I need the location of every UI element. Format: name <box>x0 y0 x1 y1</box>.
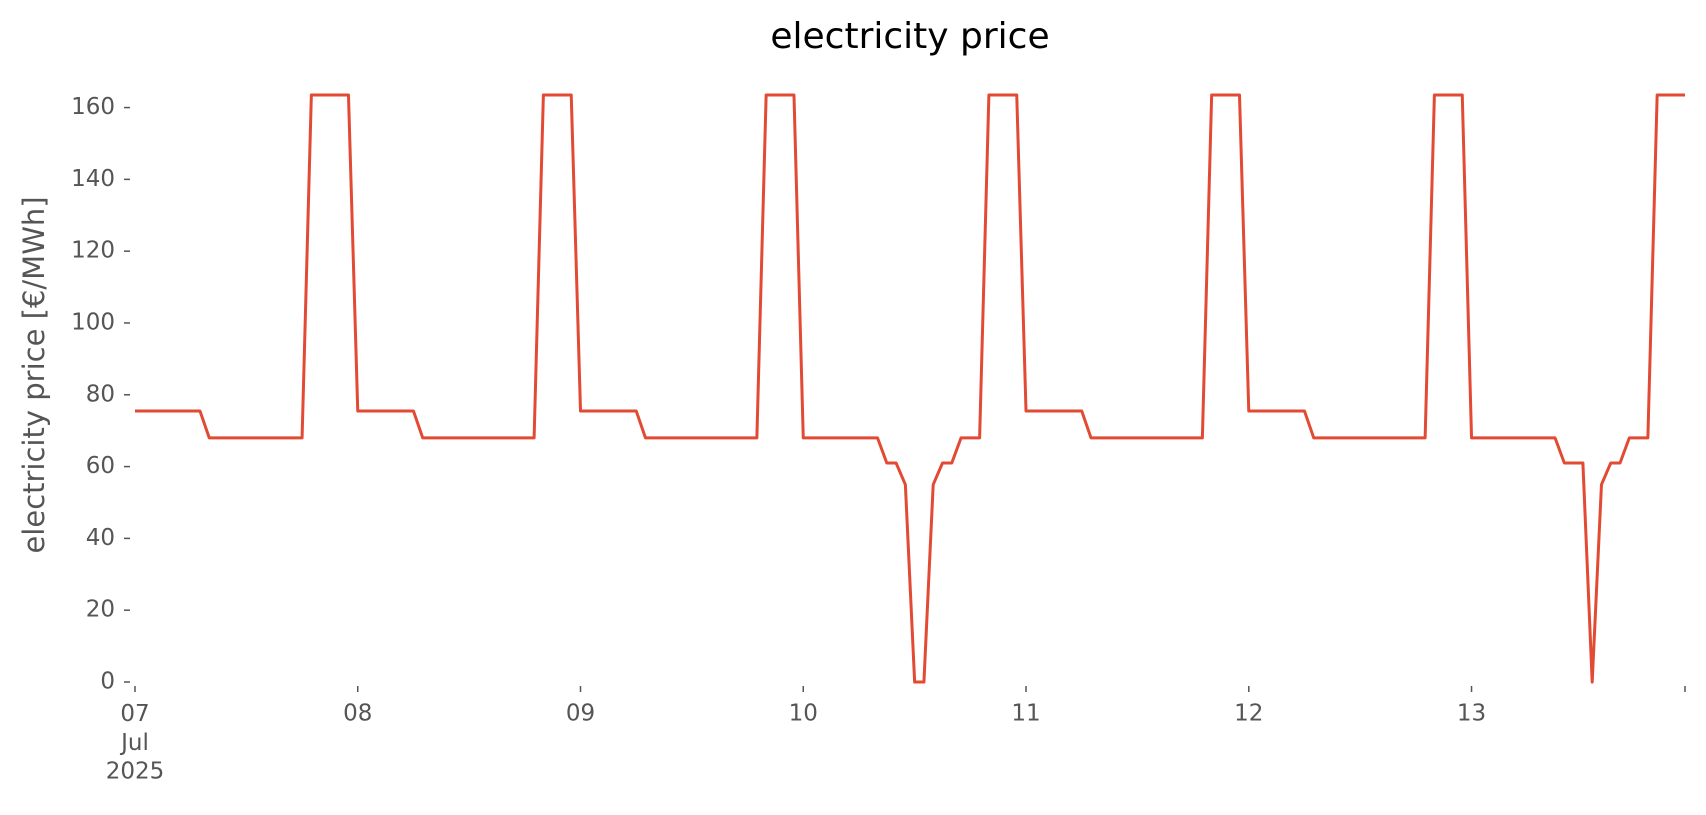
x-tick-label: 09 <box>566 701 595 727</box>
x-tick-label: 08 <box>343 701 372 727</box>
y-axis-label: electricity price [€/MWh] <box>17 196 51 553</box>
x-tick-label: 13 <box>1457 701 1486 727</box>
y-tick-label: 0 <box>100 669 115 695</box>
y-tick-label: 40 <box>86 525 115 551</box>
x-tick-label: 12 <box>1234 701 1263 727</box>
y-tick-label: 20 <box>86 597 115 623</box>
x-tick-label: 07 Jul 2025 <box>106 701 165 785</box>
y-tick-label: 100 <box>71 309 115 335</box>
y-tick-label: 140 <box>71 166 115 192</box>
y-tick-label: 160 <box>71 94 115 120</box>
price-line <box>135 93 1685 684</box>
x-tick-label: 10 <box>789 701 818 727</box>
y-tick-label: 120 <box>71 238 115 264</box>
chart-title: electricity price <box>770 16 1049 57</box>
y-tick-label: 60 <box>86 453 115 479</box>
y-tick-label: 80 <box>86 381 115 407</box>
x-tick-label: 11 <box>1011 701 1040 727</box>
